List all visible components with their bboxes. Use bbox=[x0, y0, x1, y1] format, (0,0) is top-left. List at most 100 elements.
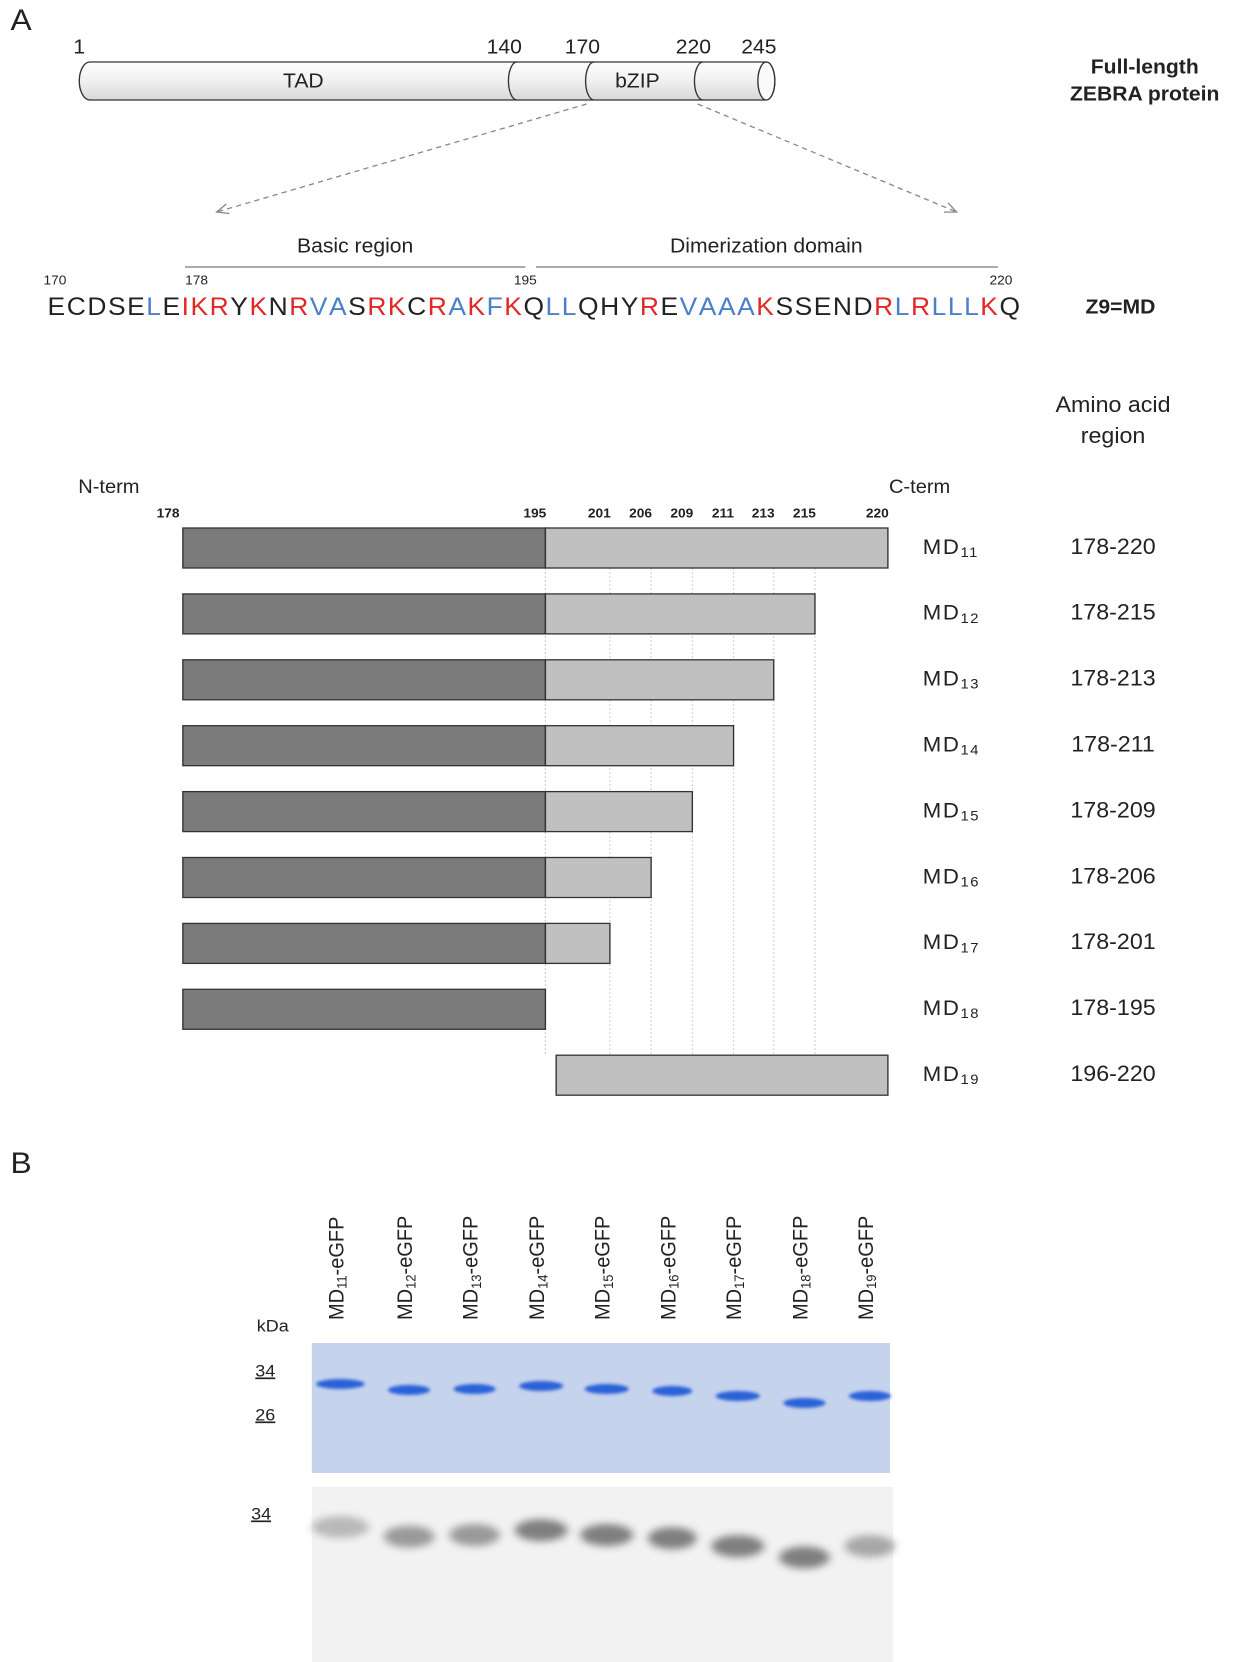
residue: L bbox=[964, 293, 979, 320]
dimerization-segment bbox=[545, 858, 651, 898]
lane-suffix: -eGFP bbox=[325, 1217, 349, 1276]
lane-label: MD13-eGFP bbox=[460, 1216, 484, 1320]
tick-label: 206 bbox=[629, 506, 652, 521]
position-label: 140 bbox=[487, 36, 522, 58]
construct-base: MD bbox=[923, 930, 961, 954]
residue: L bbox=[932, 293, 947, 320]
residue: D bbox=[87, 293, 106, 320]
construct-sub: 13 bbox=[960, 677, 980, 693]
residue: L bbox=[146, 293, 161, 320]
residue: E bbox=[162, 293, 180, 320]
lane-label: MD19-eGFP bbox=[855, 1216, 879, 1320]
basic-segment bbox=[183, 660, 546, 700]
position-label: 1 bbox=[73, 36, 85, 58]
construct-base: MD bbox=[923, 798, 961, 822]
protein-band bbox=[453, 1384, 495, 1394]
panel-label: B bbox=[11, 1146, 32, 1180]
construct-base: MD bbox=[923, 600, 961, 624]
lane-sub: 19 bbox=[863, 1274, 878, 1288]
lane-suffix: -eGFP bbox=[723, 1216, 747, 1275]
column-header: Amino acid bbox=[1056, 392, 1171, 416]
residue: S bbox=[108, 293, 126, 320]
residue: Q bbox=[999, 293, 1020, 320]
blot-band bbox=[312, 1516, 369, 1538]
construct-range: 178-209 bbox=[1070, 798, 1155, 822]
terminus-label: N-term bbox=[78, 476, 139, 497]
lane-suffix: -eGFP bbox=[855, 1216, 879, 1275]
dimerization-segment bbox=[545, 792, 692, 832]
construct-name: MD15 bbox=[923, 798, 980, 824]
region-label: Dimerization domain bbox=[670, 235, 863, 257]
residue: Q bbox=[523, 293, 544, 320]
construct-name: MD11 bbox=[923, 534, 979, 560]
lane-suffix: -eGFP bbox=[789, 1216, 813, 1275]
construct-range: 178-201 bbox=[1070, 930, 1155, 954]
tick-label: 215 bbox=[793, 506, 816, 521]
construct-sub: 15 bbox=[960, 809, 980, 825]
lane-base: MD bbox=[723, 1289, 747, 1320]
construct-name: MD17 bbox=[923, 930, 980, 956]
residue: L bbox=[895, 293, 910, 320]
construct-range: 178-215 bbox=[1070, 600, 1155, 624]
lane-sub: 11 bbox=[334, 1275, 349, 1288]
protein-name: Full-length bbox=[1091, 56, 1199, 78]
tick-label: 195 bbox=[523, 506, 546, 521]
region-label: Basic region bbox=[297, 235, 413, 257]
residue: K bbox=[756, 293, 774, 320]
tick-label: 201 bbox=[588, 506, 611, 521]
construct-name: MD14 bbox=[923, 732, 980, 758]
position-label: 245 bbox=[741, 36, 776, 58]
marker-label: 34 bbox=[251, 1504, 271, 1523]
lane-sub: 15 bbox=[600, 1274, 615, 1288]
dimerization-segment bbox=[545, 594, 815, 634]
marker-label: 26 bbox=[255, 1405, 275, 1424]
protein-band bbox=[316, 1379, 365, 1389]
basic-segment bbox=[183, 858, 546, 898]
tick-label: 211 bbox=[712, 506, 735, 521]
residue: E bbox=[127, 293, 145, 320]
construct-sub: 14 bbox=[960, 743, 980, 759]
basic-segment bbox=[183, 923, 546, 963]
dimerization-segment bbox=[545, 923, 609, 963]
domain-label: bZIP bbox=[615, 70, 660, 92]
blot-band bbox=[515, 1519, 568, 1541]
blot-band bbox=[384, 1526, 435, 1548]
construct-base: MD bbox=[923, 534, 961, 558]
lane-sub: 14 bbox=[535, 1274, 550, 1289]
lane-suffix: -eGFP bbox=[592, 1216, 616, 1275]
lane-base: MD bbox=[460, 1289, 484, 1320]
construct-sub: 17 bbox=[960, 940, 980, 956]
residue: K bbox=[249, 293, 267, 320]
terminus-label: C-term bbox=[889, 476, 950, 497]
protein-band bbox=[585, 1384, 629, 1394]
residue: R bbox=[640, 293, 659, 320]
residue: L bbox=[546, 293, 561, 320]
protein-band bbox=[849, 1391, 891, 1401]
construct-base: MD bbox=[923, 995, 961, 1019]
residue: K bbox=[191, 293, 209, 320]
figure: AB1140170220245TADbZIPFull-lengthZEBRA p… bbox=[0, 0, 1242, 1662]
residue: K bbox=[980, 293, 998, 320]
protein-band bbox=[519, 1381, 563, 1391]
zoom-arrow bbox=[698, 104, 957, 212]
lane-label: MD18-eGFP bbox=[789, 1216, 813, 1320]
residue: A bbox=[699, 293, 717, 320]
blot-band bbox=[648, 1527, 697, 1549]
marker-label: 34 bbox=[255, 1361, 275, 1380]
construct-range: 178-220 bbox=[1070, 534, 1155, 558]
construct-range: 196-220 bbox=[1070, 1062, 1155, 1086]
residue: D bbox=[854, 293, 873, 320]
residue: C bbox=[407, 293, 426, 320]
residue: S bbox=[795, 293, 813, 320]
residue: C bbox=[67, 293, 86, 320]
lane-base: MD bbox=[526, 1289, 550, 1320]
position-label: 170 bbox=[44, 273, 67, 288]
sequence-name: Z9=MD bbox=[1086, 296, 1156, 318]
residue: N bbox=[833, 293, 852, 320]
construct-sub: 18 bbox=[960, 1006, 980, 1022]
construct-base: MD bbox=[923, 666, 961, 690]
tick-label: 209 bbox=[670, 506, 693, 521]
domain-label: TAD bbox=[283, 70, 324, 92]
lane-label: MD17-eGFP bbox=[723, 1216, 747, 1320]
residue: V bbox=[680, 293, 698, 320]
